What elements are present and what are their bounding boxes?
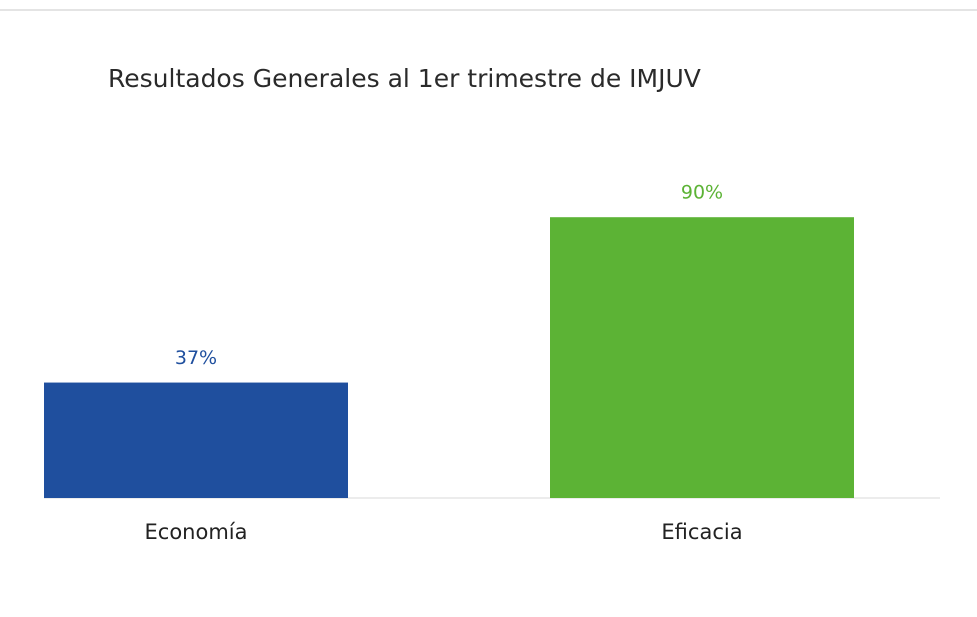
x-tick-label: Eficacia (661, 520, 742, 544)
chart-title: Resultados Generales al 1er trimestre de… (108, 64, 701, 93)
value-label: 90% (681, 182, 723, 204)
bar (550, 217, 854, 498)
x-tick-label: Economía (145, 520, 248, 544)
bar (44, 382, 348, 498)
value-label: 37% (175, 347, 217, 369)
